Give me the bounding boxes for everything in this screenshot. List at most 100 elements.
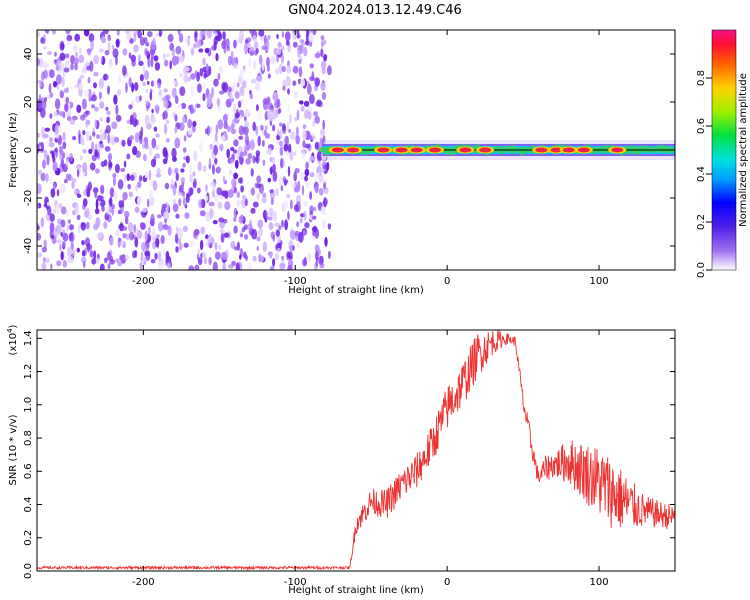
- noise-speckle: [162, 247, 166, 256]
- noise-speckle: [167, 167, 172, 176]
- noise-speckle: [93, 71, 99, 77]
- noise-speckle: [40, 217, 44, 228]
- noise-speckle: [66, 224, 69, 232]
- noise-speckle: [294, 116, 298, 122]
- noise-speckle: [175, 172, 179, 182]
- noise-speckle: [277, 42, 282, 48]
- noise-speckle: [189, 239, 196, 248]
- noise-speckle: [80, 222, 86, 227]
- colorbar-tick-label: 0.6: [696, 118, 707, 134]
- noise-speckle: [202, 93, 206, 102]
- noise-speckle: [294, 230, 299, 237]
- noise-speckle: [202, 82, 206, 89]
- noise-speckle: [295, 201, 301, 213]
- noise-speckle: [230, 158, 235, 164]
- noise-speckle: [126, 119, 131, 125]
- noise-speckle: [255, 125, 259, 136]
- noise-speckle: [307, 252, 311, 262]
- noise-speckle: [237, 100, 242, 108]
- noise-speckle: [324, 198, 329, 206]
- noise-speckle: [308, 32, 314, 43]
- noise-speckle: [214, 157, 218, 165]
- noise-speckle: [115, 104, 119, 116]
- noise-speckle: [244, 134, 249, 146]
- noise-speckle: [204, 257, 207, 265]
- snr-y-tick-label: 0.0: [23, 563, 34, 579]
- snr-y-tick-label: 1.2: [23, 364, 34, 380]
- noise-speckle: [163, 123, 168, 135]
- noise-speckle: [127, 221, 134, 233]
- noise-speckle: [151, 227, 156, 238]
- noise-speckle: [266, 215, 269, 221]
- noise-speckle: [316, 99, 322, 106]
- noise-speckle: [205, 211, 211, 222]
- noise-speckle: [299, 217, 303, 224]
- noise-speckle: [37, 57, 40, 66]
- noise-speckle: [280, 53, 285, 64]
- noise-speckle: [128, 52, 132, 59]
- noise-speckle: [136, 229, 143, 239]
- noise-speckle: [42, 45, 48, 50]
- noise-speckle: [199, 142, 203, 153]
- noise-speckle: [59, 183, 66, 194]
- noise-speckle: [314, 185, 319, 194]
- noise-speckle: [238, 35, 244, 44]
- noise-speckle: [129, 135, 134, 141]
- noise-speckle: [220, 233, 225, 243]
- noise-speckle: [218, 65, 224, 74]
- noise-speckle: [165, 250, 170, 260]
- noise-speckle: [314, 52, 321, 59]
- noise-speckle: [37, 169, 43, 176]
- spectrogram-y-tick-label: 0: [23, 147, 34, 153]
- noise-speckle: [86, 187, 91, 198]
- noise-speckle: [76, 104, 82, 114]
- noise-speckle: [193, 178, 197, 188]
- noise-speckle: [236, 191, 240, 199]
- noise-speckle: [254, 182, 261, 189]
- noise-speckle: [98, 48, 104, 53]
- noise-speckle: [313, 111, 318, 117]
- noise-speckle: [55, 203, 60, 214]
- noise-speckle: [314, 244, 320, 252]
- noise-speckle: [49, 213, 55, 222]
- noise-speckle: [314, 115, 320, 124]
- noise-speckle: [258, 30, 265, 37]
- noise-speckle: [227, 125, 231, 132]
- noise-speckle: [287, 165, 291, 177]
- noise-speckle: [109, 135, 116, 146]
- snr-y-tick-label: 1.4: [23, 330, 34, 346]
- noise-speckle: [165, 53, 171, 58]
- noise-speckle: [209, 208, 214, 219]
- noise-speckle: [115, 38, 120, 48]
- noise-speckle: [250, 168, 254, 177]
- noise-speckle: [46, 154, 50, 166]
- noise-speckle: [114, 163, 120, 174]
- noise-speckle: [272, 91, 279, 102]
- noise-speckle: [293, 151, 297, 156]
- noise-speckle: [82, 130, 86, 136]
- noise-speckle: [137, 181, 142, 189]
- noise-speckle: [194, 103, 198, 110]
- noise-speckle: [278, 108, 281, 114]
- noise-speckle: [214, 35, 220, 41]
- noise-speckle: [282, 124, 287, 134]
- noise-speckle: [129, 174, 135, 181]
- noise-speckle: [260, 255, 264, 262]
- noise-speckle: [276, 235, 281, 243]
- noise-speckle: [55, 230, 59, 239]
- noise-speckle: [105, 106, 109, 111]
- noise-speckle: [48, 142, 55, 148]
- noise-speckle: [303, 210, 307, 221]
- noise-speckle: [276, 135, 281, 141]
- noise-speckle: [287, 46, 290, 52]
- noise-speckle: [116, 30, 120, 36]
- noise-speckle: [252, 121, 256, 132]
- noise-speckle: [270, 55, 276, 65]
- noise-speckle: [94, 188, 98, 199]
- noise-speckle: [46, 201, 50, 207]
- noise-speckle: [118, 237, 122, 243]
- noise-speckle: [171, 87, 177, 98]
- spectrogram-x-tick-label: 100: [590, 276, 609, 287]
- noise-speckle: [216, 98, 221, 107]
- noise-speckle: [204, 195, 209, 202]
